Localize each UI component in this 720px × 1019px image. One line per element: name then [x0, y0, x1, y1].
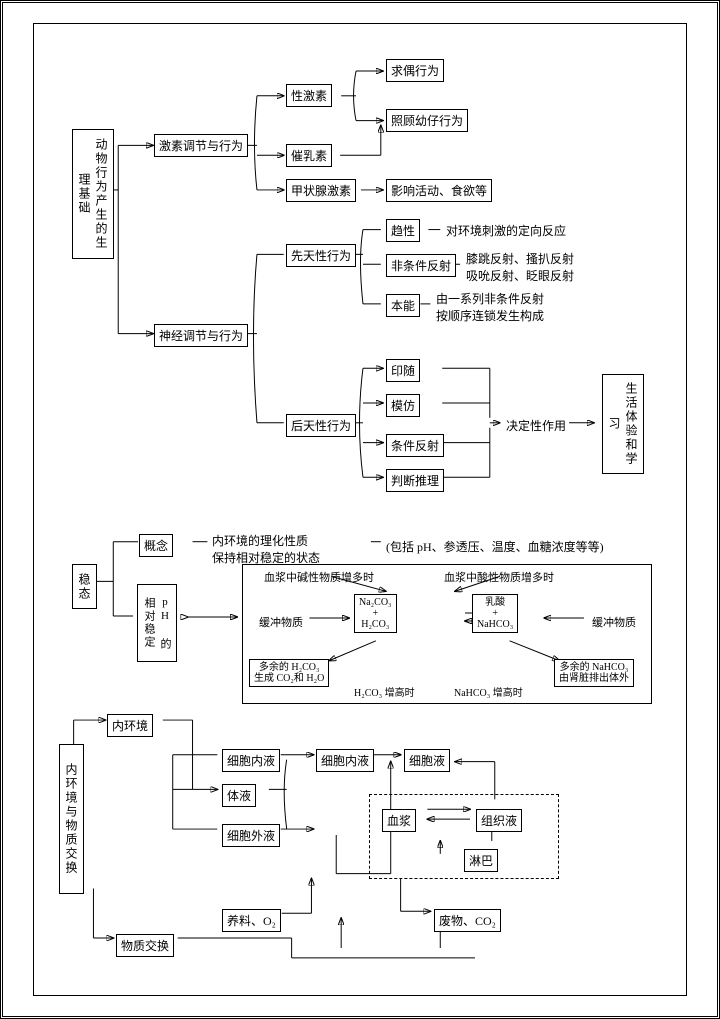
d2-cn2: 细胞内液 — [316, 749, 374, 772]
d1-b2b3: 条件反射 — [386, 434, 444, 457]
d2-cn: 细胞内液 — [222, 749, 280, 772]
d1-root: 动物行为产生的生理基础 — [72, 129, 114, 259]
d2-e: 内环境 — [107, 714, 153, 737]
d1-b1a2: 照顾幼仔行为 — [386, 109, 468, 132]
d1-b2bc: 决定性作用 — [506, 417, 566, 434]
d2-cw: 细胞外液 — [222, 824, 280, 847]
d2-p2: 血浆中酸性物质增多时 — [444, 569, 554, 585]
d2-zy: 组织液 — [476, 809, 522, 832]
d2-cp: (包括 pH、参透压、温度、血糖浓度等等) — [386, 538, 604, 555]
d2-s: 稳态 — [72, 564, 97, 609]
d1-b2a3: 本能 — [386, 294, 420, 317]
d2-ph: pH 的相对稳定 — [137, 584, 177, 662]
d2-p1: 血浆中碱性物质增多时 — [264, 569, 374, 585]
d1-b2a1t: 对环境刺激的定向反应 — [446, 222, 566, 239]
d2-p5: 缓冲物质 — [259, 614, 303, 630]
d2-p8: 多余的 NaHCO₃ 由肾脏排出体外 — [554, 659, 634, 687]
d2-p6: 缓冲物质 — [592, 614, 636, 630]
d1-b1: 激素调节与行为 — [154, 134, 248, 157]
d2-lb: 淋巴 — [464, 849, 498, 872]
d2-p4: 乳酸 + NaHCO₃ — [472, 594, 518, 633]
d2-p9: H₂CO₃ 增高时 — [354, 684, 415, 699]
d1-b2a1: 趋性 — [386, 219, 420, 242]
d1-b1b: 催乳素 — [286, 144, 332, 167]
d2-c: 概念 — [139, 534, 173, 557]
d1-b2b: 后天性行为 — [286, 414, 356, 437]
d2-xj: 血浆 — [382, 809, 416, 832]
d2-root: 内环境与物质交换 — [59, 744, 84, 894]
d2-tl: 体液 — [222, 784, 256, 807]
d2-p7: 多余的 H₂CO₃ 生成 CO₂和 H₂O — [249, 659, 329, 687]
d2-ex: 物质交换 — [116, 934, 174, 957]
d1-b1a: 性激素 — [286, 84, 332, 107]
d1-b2b4: 判断推理 — [386, 469, 444, 492]
d2-p3: Na₂CO₃ + H₂CO₃ — [354, 594, 397, 633]
d1-b2a2: 非条件反射 — [386, 254, 456, 277]
d1-b2b1: 印随 — [386, 359, 420, 382]
d1-b2a3t: 由一系列非条件反射 按顺序连锁发生构成 — [436, 290, 544, 324]
d2-out: 废物、CO₂ — [434, 909, 501, 932]
d1-b2a: 先天性行为 — [286, 244, 356, 267]
d2-cy: 细胞液 — [404, 749, 450, 772]
d1-b2b2: 模仿 — [386, 394, 420, 417]
d1-b1c: 甲状腺激素 — [286, 179, 356, 202]
d1-b2: 神经调节与行为 — [154, 324, 248, 347]
d2-in: 养料、O₂ — [222, 909, 281, 932]
d2-p10: NaHCO₃ 增高时 — [454, 684, 523, 699]
d2-ct: 内环境的理化性质 保持相对稳定的状态 — [212, 532, 320, 566]
d1-b1c1: 影响活动、食欲等 — [386, 179, 492, 202]
d1-b1a1: 求偶行为 — [386, 59, 444, 82]
d1-b2bs: 生活体验和学习 — [602, 374, 644, 474]
d1-b2a2t: 膝跳反射、搔扒反射 吸吮反射、眨眼反射 — [466, 250, 574, 284]
